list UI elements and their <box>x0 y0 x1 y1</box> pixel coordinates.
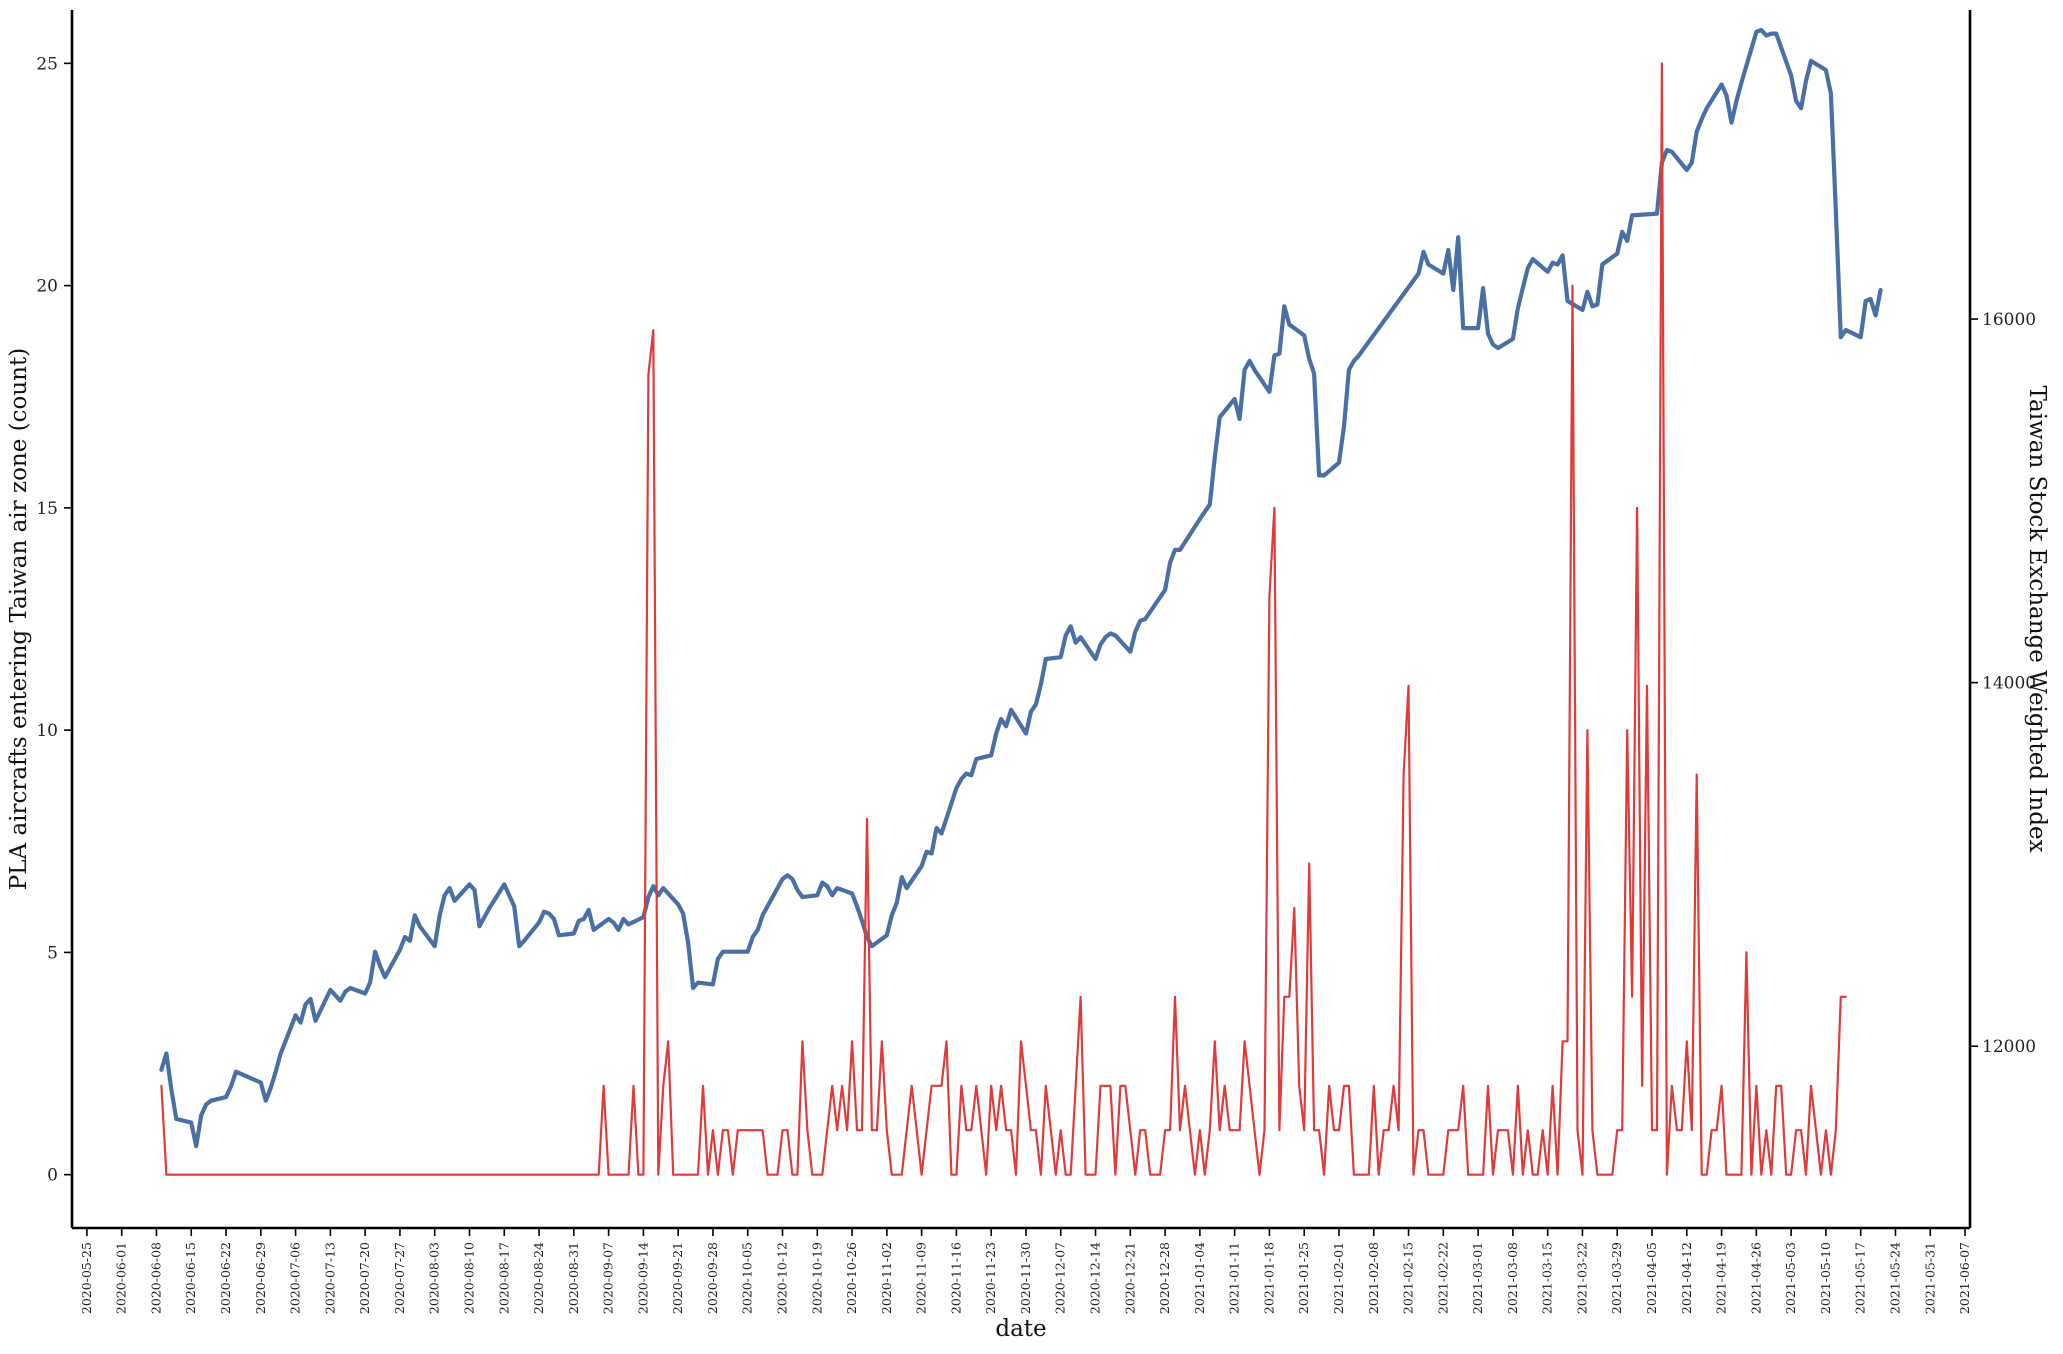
x-tick-label: 2021-02-01 <box>1331 1242 1346 1314</box>
x-tick-label: 2020-08-10 <box>461 1242 476 1314</box>
x-tick-label: 2020-06-08 <box>148 1242 163 1314</box>
left-axis-title: PLA aircrafts entering Taiwan air zone (… <box>6 348 32 890</box>
x-tick-label: 2021-03-01 <box>1470 1242 1485 1314</box>
x-tick-label: 2021-03-22 <box>1574 1242 1589 1314</box>
left-tick-label: 5 <box>47 943 58 963</box>
x-tick-label: 2020-10-12 <box>775 1242 790 1314</box>
left-tick-label: 0 <box>47 1166 58 1186</box>
x-tick-label: 2021-05-24 <box>1887 1242 1902 1314</box>
x-tick-label: 2020-12-07 <box>1053 1242 1068 1314</box>
x-tick-label: 2021-03-29 <box>1609 1242 1624 1314</box>
x-tick-label: 2020-06-22 <box>218 1242 233 1314</box>
x-tick-label: 2020-08-24 <box>531 1242 546 1314</box>
left-tick-label: 15 <box>36 499 58 519</box>
x-tick-label: 2020-08-03 <box>427 1242 442 1314</box>
x-tick-label: 2020-06-01 <box>114 1242 129 1314</box>
x-tick-label: 2021-01-18 <box>1261 1242 1276 1314</box>
left-axis-ticks: 0 5 10 15 20 25 <box>36 54 72 1186</box>
x-tick-label: 2020-07-13 <box>322 1242 337 1314</box>
x-tick-label: 2021-04-26 <box>1748 1242 1763 1314</box>
x-tick-label: 2020-09-21 <box>670 1242 685 1314</box>
x-tick-label: 2020-05-25 <box>79 1242 94 1314</box>
right-axis-title: Taiwan Stock Exchange Weighted Index <box>2024 385 2050 852</box>
x-tick-label: 2020-12-14 <box>1088 1242 1103 1314</box>
x-tick-label: 2020-11-23 <box>983 1242 998 1314</box>
x-axis-title: date <box>995 1316 1046 1342</box>
x-tick-label: 2021-05-31 <box>1922 1242 1937 1314</box>
x-tick-label: 2020-08-17 <box>496 1242 511 1314</box>
x-tick-label: 2021-03-08 <box>1505 1242 1520 1314</box>
x-tick-label: 2021-02-22 <box>1435 1242 1450 1314</box>
right-axis-ticks: 12000 14000 16000 <box>1970 310 2036 1057</box>
series-layer <box>159 27 1883 1176</box>
right-tick-label: 14000 <box>1982 674 2036 694</box>
taiex-index-line <box>159 27 1883 1149</box>
x-tick-label: 2020-10-26 <box>844 1242 859 1314</box>
left-tick-label: 20 <box>36 277 58 297</box>
x-tick-label: 2021-04-12 <box>1679 1242 1694 1314</box>
x-tick-label: 2020-12-28 <box>1157 1242 1172 1314</box>
x-tick-label: 2020-08-31 <box>566 1242 581 1314</box>
x-tick-label: 2020-11-09 <box>914 1242 929 1314</box>
x-tick-label: 2021-05-03 <box>1783 1242 1798 1314</box>
x-tick-label: 2021-01-04 <box>1192 1242 1207 1314</box>
x-tick-label: 2020-10-19 <box>809 1242 824 1314</box>
right-tick-label: 12000 <box>1982 1037 2036 1057</box>
x-tick-label: 2021-05-10 <box>1818 1242 1833 1314</box>
x-tick-label: 2020-07-06 <box>288 1242 303 1314</box>
x-tick-label: 2020-07-20 <box>357 1242 372 1314</box>
x-tick-label: 2020-07-27 <box>392 1242 407 1314</box>
x-tick-label: 2020-06-29 <box>253 1242 268 1314</box>
x-tick-label: 2020-09-14 <box>635 1242 650 1314</box>
x-tick-label: 2021-02-08 <box>1366 1242 1381 1314</box>
left-tick-label: 10 <box>36 721 58 741</box>
x-tick-label: 2021-04-19 <box>1714 1242 1729 1314</box>
x-tick-label: 2020-11-02 <box>879 1242 894 1314</box>
x-tick-label: 2021-06-07 <box>1957 1242 1972 1314</box>
left-tick-label: 25 <box>36 54 58 74</box>
x-tick-label: 2020-11-16 <box>948 1242 963 1314</box>
x-tick-label: 2021-05-17 <box>1853 1242 1868 1314</box>
x-tick-label: 2021-02-15 <box>1401 1242 1416 1314</box>
x-axis-ticks: 2020-05-25 2020-06-01 2020-06-08 2020-06-15… <box>79 1228 1972 1314</box>
x-tick-label: 2021-01-11 <box>1227 1242 1242 1314</box>
x-tick-label: 2020-09-07 <box>601 1242 616 1314</box>
x-tick-label: 2021-04-05 <box>1644 1242 1659 1314</box>
pla-aircraft-line <box>160 62 1847 1176</box>
x-tick-label: 2021-01-25 <box>1296 1242 1311 1314</box>
x-tick-label: 2020-09-28 <box>705 1242 720 1314</box>
x-tick-label: 2020-10-05 <box>740 1242 755 1314</box>
x-tick-label: 2020-06-15 <box>183 1242 198 1314</box>
x-tick-label: 2020-11-30 <box>1018 1242 1033 1314</box>
x-tick-label: 2021-03-15 <box>1540 1242 1555 1314</box>
x-tick-label: 2020-12-21 <box>1122 1242 1137 1314</box>
right-tick-label: 16000 <box>1982 310 2036 330</box>
